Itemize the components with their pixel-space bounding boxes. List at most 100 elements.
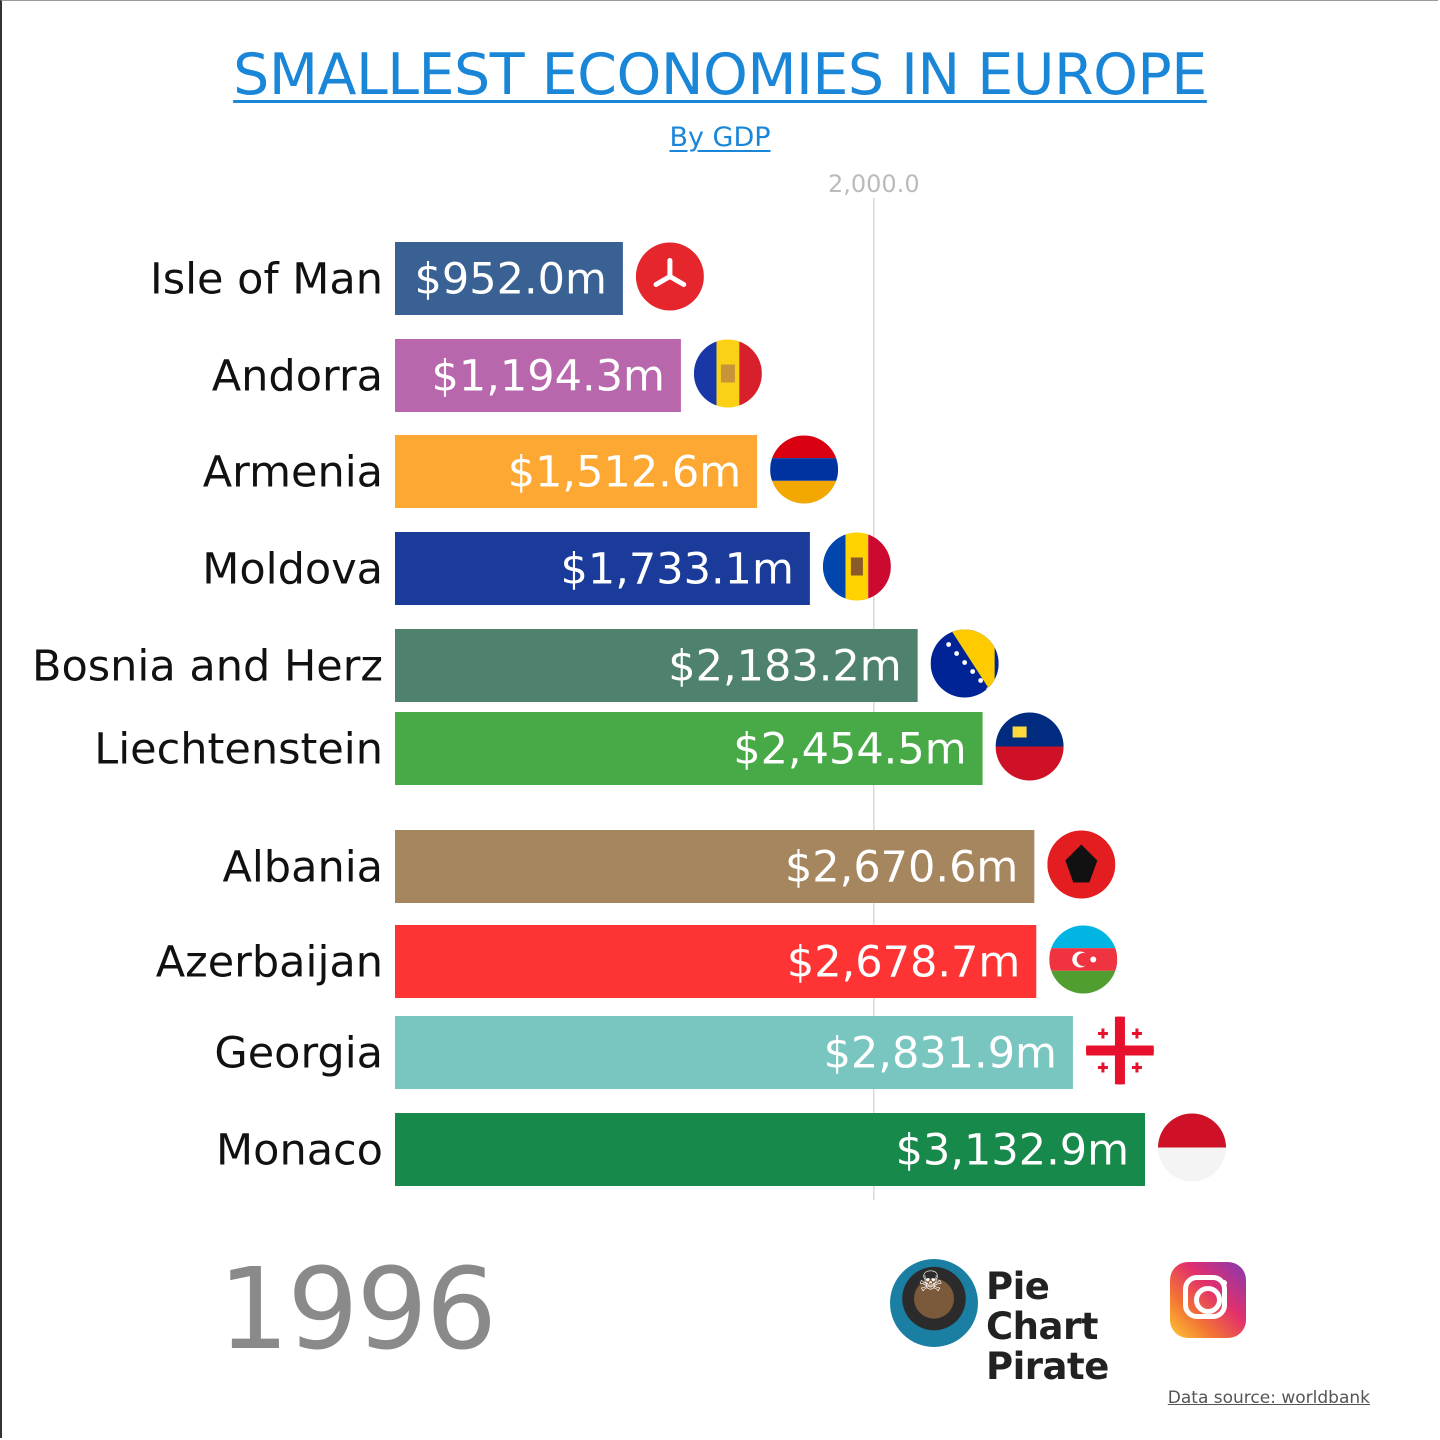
bar[interactable] bbox=[395, 925, 1037, 998]
bar-row[interactable]: Andorra $1,194.3m bbox=[212, 339, 762, 412]
flag-crescent-cut bbox=[1076, 953, 1090, 966]
value-label: $2,831.9m bbox=[824, 1029, 1057, 1079]
bar-row[interactable]: Moldova $1,733.1m bbox=[202, 532, 891, 605]
brand-name: Pie Chart Pirate bbox=[986, 1267, 1158, 1387]
value-label: $1,194.3m bbox=[432, 352, 665, 402]
bar[interactable] bbox=[395, 242, 623, 315]
category-label: Armenia bbox=[203, 448, 383, 498]
flag-small-cross bbox=[1135, 1062, 1139, 1073]
bar-row[interactable]: Albania $2,670.6m bbox=[222, 830, 1116, 903]
azerbaijan-flag bbox=[1049, 925, 1118, 994]
moldova-flag bbox=[822, 532, 891, 601]
flag-stripe-red bbox=[1158, 1113, 1226, 1148]
category-label: Albania bbox=[222, 843, 383, 893]
value-label: $1,512.6m bbox=[508, 448, 741, 498]
flag-triangle bbox=[950, 629, 995, 698]
flag-star bbox=[946, 642, 952, 647]
bosnia-flag bbox=[930, 629, 999, 698]
value-label: $2,678.7m bbox=[787, 938, 1020, 988]
value-label: $3,132.9m bbox=[896, 1126, 1129, 1176]
category-label: Andorra bbox=[212, 352, 383, 402]
flag-stripe-orange bbox=[770, 480, 839, 504]
flag-star bbox=[986, 687, 992, 692]
category-label: Liechtenstein bbox=[94, 725, 383, 775]
flag-star bbox=[978, 678, 984, 683]
flag-star bbox=[962, 660, 968, 665]
instagram-ring bbox=[1183, 1275, 1227, 1319]
value-label: $2,183.2m bbox=[668, 642, 901, 692]
flag-emblem bbox=[720, 364, 735, 383]
flag-small-cross bbox=[1101, 1028, 1105, 1039]
flag-stripe-blue bbox=[693, 339, 717, 408]
chart-subtitle: By GDP bbox=[0, 120, 1440, 156]
instagram-lens bbox=[1194, 1286, 1222, 1314]
brand-logo: Pie Chart Pirate bbox=[888, 1255, 1158, 1387]
armenia-flag bbox=[770, 435, 839, 504]
chart-title: SMALLEST ECONOMIES IN EUROPE bbox=[0, 40, 1440, 110]
pirate-avatar-icon bbox=[890, 1259, 978, 1347]
bar[interactable] bbox=[395, 712, 983, 785]
albania-flag bbox=[1047, 830, 1116, 899]
flag-star bbox=[970, 669, 976, 674]
flag-star bbox=[1090, 956, 1097, 963]
flag-stripe-red bbox=[739, 339, 762, 408]
bar[interactable] bbox=[395, 830, 1035, 903]
category-label: Bosnia and Herz bbox=[32, 642, 383, 692]
flag-stripe-red bbox=[868, 532, 891, 601]
flag-stripe-blue bbox=[770, 458, 839, 481]
bar[interactable] bbox=[395, 1113, 1145, 1186]
triskelion-leg bbox=[667, 274, 687, 287]
monaco-flag bbox=[1158, 1113, 1226, 1182]
bar-row[interactable]: Monaco $3,132.9m bbox=[216, 1113, 1226, 1186]
data-source-link[interactable]: Data source: worldbank bbox=[1167, 1388, 1370, 1408]
bar[interactable] bbox=[395, 435, 758, 508]
flag-crown bbox=[1012, 726, 1027, 738]
flag-small-cross bbox=[1135, 1028, 1139, 1039]
x-tick-label: 2,000.0 bbox=[828, 170, 920, 198]
instagram-dot bbox=[1221, 1280, 1227, 1286]
category-label: Isle of Man bbox=[150, 255, 383, 305]
bar-row[interactable]: Georgia $2,831.9m bbox=[214, 1016, 1154, 1089]
liechtenstein-flag bbox=[995, 712, 1064, 781]
flag-emblem bbox=[850, 557, 863, 576]
flag-small-cross bbox=[1101, 1062, 1105, 1073]
bar[interactable] bbox=[395, 339, 681, 412]
flag-stripe-blue bbox=[995, 712, 1064, 747]
category-label: Moldova bbox=[202, 545, 383, 595]
flag-stripe-blue bbox=[822, 532, 846, 601]
flag-eagle bbox=[1065, 844, 1098, 883]
bar-row[interactable]: Liechtenstein $2,454.5m bbox=[94, 712, 1064, 785]
bar-row[interactable]: Azerbaijan $2,678.7m bbox=[156, 925, 1118, 998]
bar[interactable] bbox=[395, 629, 918, 702]
flag-star bbox=[938, 633, 944, 638]
bar-row[interactable]: Armenia $1,512.6m bbox=[203, 435, 839, 508]
chart-subtitle-text[interactable]: By GDP bbox=[669, 122, 771, 153]
triskelion-leg bbox=[653, 274, 673, 287]
bar-row[interactable]: Bosnia and Herz $2,183.2m bbox=[32, 629, 999, 702]
instagram-icon[interactable] bbox=[1170, 1262, 1246, 1338]
category-label: Georgia bbox=[214, 1029, 383, 1079]
value-label: $2,454.5m bbox=[733, 725, 966, 775]
brand-line-2: Pirate bbox=[986, 1345, 1109, 1388]
year-label: 1996 bbox=[218, 1245, 497, 1375]
flag-stripe-blue bbox=[1049, 925, 1118, 949]
isle-of-man-flag bbox=[635, 242, 704, 311]
bar-row[interactable]: Isle of Man $952.0m bbox=[150, 242, 704, 315]
flag-stripe-green bbox=[1049, 970, 1118, 994]
bar[interactable] bbox=[395, 1016, 1073, 1089]
value-label: $2,670.6m bbox=[785, 843, 1018, 893]
flag-stripe-white bbox=[1158, 1147, 1226, 1182]
value-label: $952.0m bbox=[415, 255, 607, 305]
category-label: Monaco bbox=[216, 1126, 383, 1176]
value-label: $1,733.1m bbox=[561, 545, 794, 595]
flag-stripe-red bbox=[770, 435, 839, 459]
chart-title-text[interactable]: SMALLEST ECONOMIES IN EUROPE bbox=[233, 42, 1207, 108]
bar[interactable] bbox=[395, 532, 810, 605]
flag-stripe-red bbox=[995, 746, 1064, 781]
category-label: Azerbaijan bbox=[156, 938, 383, 988]
georgia-flag bbox=[1085, 1016, 1154, 1085]
brand-line-1: Pie Chart bbox=[986, 1265, 1098, 1348]
flag-cross-h bbox=[1085, 1045, 1154, 1056]
